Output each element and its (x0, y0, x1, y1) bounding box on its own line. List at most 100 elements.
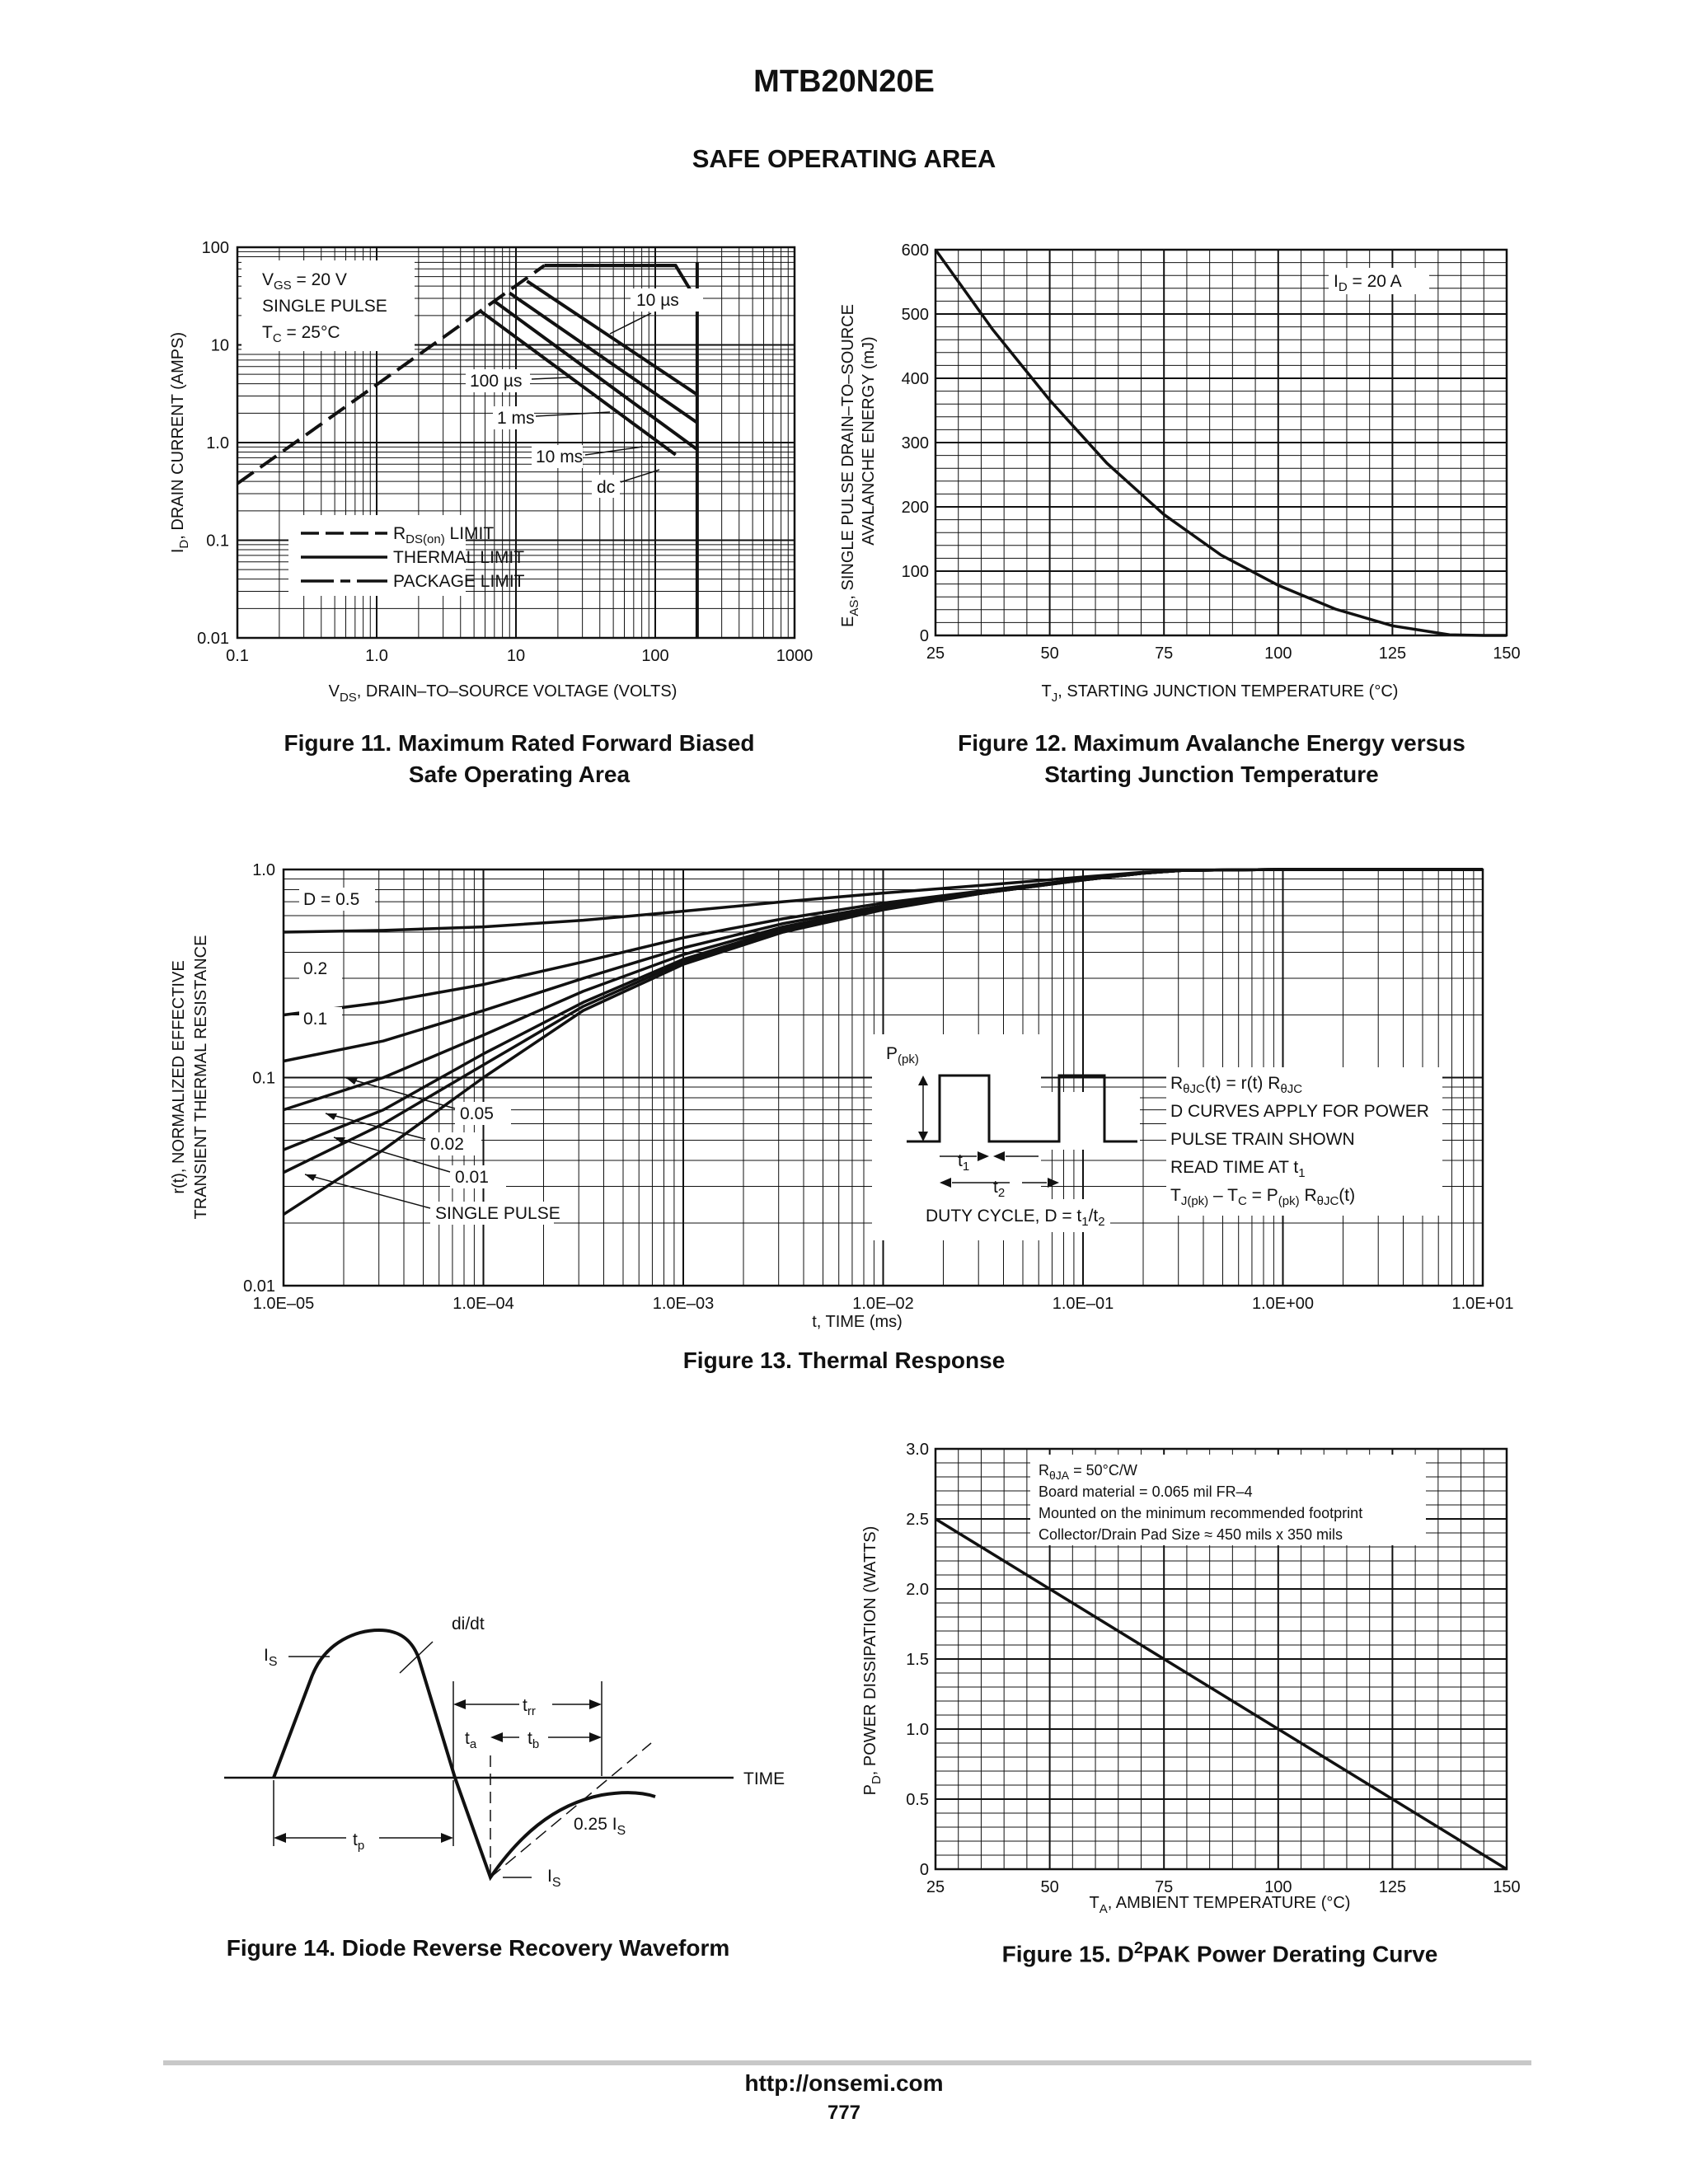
fig11-vgs: VGS = 20 V (262, 270, 347, 293)
fig11-label-10us: 10 µs (636, 291, 679, 310)
fig15-note-mounted: Mounted on the minimum recommended footp… (1039, 1505, 1362, 1521)
fig15-ytick-3: 1.5 (906, 1651, 929, 1669)
fig12-ytick-2: 200 (902, 499, 929, 517)
fig13-ylabel-line2: TRANSIENT THERMAL RESISTANCE (192, 935, 210, 1220)
fig12-ytick-0: 0 (920, 627, 929, 645)
fig13-caption: Figure 13. Thermal Response (682, 1347, 1006, 1373)
fig15-xlabel: TA, AMBIENT TEMPERATURE (°C) (1090, 1894, 1351, 1916)
fig12-annotation: ID = 20 A (1334, 272, 1402, 294)
fig11-xtick-4: 1000 (776, 647, 814, 665)
fig15-ytick-4: 2.0 (906, 1581, 929, 1599)
fig15-xtick-3: 100 (1264, 1878, 1292, 1896)
fig13-curves (283, 868, 1483, 1216)
fig11-legend-thermal: THERMAL LIMIT (393, 548, 524, 567)
fig15-note-rtheta: RθJA = 50°C/W (1039, 1462, 1137, 1482)
fig12-caption-line1: Figure 12. Maximum Avalanche Energy vers… (958, 730, 1465, 756)
fig13-xtick-3: 1.0E–02 (852, 1295, 914, 1313)
fig13-ytick-2: 1.0 (252, 861, 275, 879)
fig13-chart: 1.0E–05 1.0E–04 1.0E–03 1.0E–02 1.0E–01 1.0E+… (170, 861, 1514, 1331)
fig12-caption-line2: Starting Junction Temperature (1044, 762, 1379, 787)
fig11-ytick-0: 0.01 (197, 630, 229, 648)
fig12-xtick-1: 50 (1040, 644, 1058, 663)
fig11-thermal-curve-2 (509, 291, 699, 424)
fig11-label-100us: 100 µs (470, 372, 522, 391)
fig13-xtick-4: 1.0E–01 (1053, 1295, 1114, 1313)
fig13-inset-r1: RθJC(t) = r(t) RθJC (1170, 1074, 1302, 1096)
fig14-is-peak: IS (264, 1646, 278, 1669)
fig11-ytick-1: 0.1 (206, 532, 229, 551)
fig11-xtick-3: 100 (641, 647, 668, 665)
fig14-is-reverse: IS (547, 1867, 561, 1890)
fig11-thermal-curve-1 (526, 279, 698, 396)
fig12-xlabel: TJ, STARTING JUNCTION TEMPERATURE (°C) (1042, 682, 1399, 705)
fig15-caption-post: PAK Power Derating Curve (1143, 1941, 1438, 1967)
fig15-ytick-1: 0.5 (906, 1791, 929, 1809)
fig13-label-d001: 0.01 (455, 1168, 489, 1187)
fig13-curve-6 (283, 868, 1483, 1216)
fig14-caption: Figure 14. Diode Reverse Recovery Wavefo… (226, 1935, 730, 1961)
fig13-xtick-6: 1.0E+01 (1451, 1295, 1513, 1313)
fig11-xtick-1: 1.0 (365, 647, 388, 665)
fig13-xlabel: t, TIME (ms) (812, 1313, 903, 1331)
fig15-ytick-6: 3.0 (906, 1441, 929, 1459)
fig15-caption: Figure 15. D2PAK Power Derating Curve (890, 1933, 1550, 1970)
fig12-ytick-5: 500 (902, 306, 929, 324)
fig13-inset-r3: PULSE TRAIN SHOWN (1170, 1130, 1355, 1149)
fig13-xtick-2: 1.0E–03 (653, 1295, 715, 1313)
fig11-legend-package: PACKAGE LIMIT (393, 572, 525, 591)
fig13-ylabel-line1: r(t), NORMALIZED EFFECTIVE (170, 960, 188, 1193)
fig13-label-d002: 0.02 (430, 1135, 464, 1154)
fig13-inset-notes (1166, 1067, 1442, 1216)
fig15-ylabel: PD, POWER DISSIPATION (WATTS) (861, 1526, 884, 1796)
fig11-caption: Figure 11. Maximum Rated Forward Biased … (190, 728, 849, 790)
fig13-label-d01: 0.1 (303, 1010, 327, 1029)
fig13-tick-labels: 1.0E–05 1.0E–04 1.0E–03 1.0E–02 1.0E–01 1.0E+… (243, 861, 1513, 1313)
part-number: MTB20N20E (753, 64, 935, 99)
fig15-derating-line (935, 1517, 1507, 1871)
fig11-caption-line1: Figure 11. Maximum Rated Forward Biased (284, 730, 755, 756)
fig12-ytick-3: 300 (902, 434, 929, 452)
fig15-ytick-5: 2.5 (906, 1511, 929, 1529)
fig13-inset-t2: t2 (993, 1178, 1005, 1200)
fig13-xtick-5: 1.0E+00 (1252, 1295, 1314, 1313)
fig11-thermal-curve-3 (493, 299, 699, 451)
fig11-ytick-4: 100 (202, 239, 229, 257)
fig15-chart: 25 50 75 100 125 150 0 0.5 1.0 1.5 2.0 2.5 3.0 RθJA … (861, 1441, 1521, 1916)
fig11-ylabel: ID, DRAIN CURRENT (AMPS) (169, 332, 191, 553)
fig11-rdson-limit (236, 264, 546, 485)
fig12-ytick-1: 100 (902, 563, 929, 581)
fig15-note-pad: Collector/Drain Pad Size ≈ 450 mils x 35… (1039, 1526, 1343, 1543)
fig15-note-board: Board material = 0.065 mil FR–4 (1039, 1483, 1253, 1500)
fig14-tp: tp (353, 1830, 364, 1853)
footer-url[interactable]: http://onsemi.com (744, 2070, 944, 2096)
fig12-xtick-5: 150 (1493, 644, 1520, 663)
fig15-frame (934, 1447, 1508, 1871)
fig13-inset-r5: TJ(pk) – TC = P(pk) RθJC(t) (1170, 1186, 1355, 1208)
fig15-xtick-4: 125 (1379, 1878, 1406, 1896)
fig13-xtick-0: 1.0E–05 (253, 1295, 315, 1313)
fig14-quarter-is: 0.25 IS (574, 1815, 626, 1838)
fig12-tick-labels: 25 50 75 100 125 150 0 100 200 300 400 500 600 (902, 241, 1521, 663)
fig11-pulse: SINGLE PULSE (262, 297, 387, 316)
fig14-tb: tb (528, 1729, 539, 1751)
fig13-label-d02: 0.2 (303, 959, 327, 978)
fig11-conditions-box (241, 260, 415, 351)
fig12-grid (935, 249, 1507, 636)
fig15-notes-box (1030, 1455, 1426, 1545)
fig11-thermal-curve-4 (480, 310, 677, 457)
fig12-ytick-4: 400 (902, 370, 929, 388)
section-title: SAFE OPERATING AREA (692, 144, 996, 173)
fig11-xlabel: VDS, DRAIN–TO–SOURCE VOLTAGE (VOLTS) (329, 682, 678, 705)
fig13-label-d05: D = 0.5 (303, 890, 359, 909)
fig15-tick-labels: 25 50 75 100 125 150 0 0.5 1.0 1.5 2.0 2.5 3.0 (906, 1441, 1521, 1896)
fig13-xtick-1: 1.0E–04 (452, 1295, 514, 1313)
fig13-label-d005: 0.05 (460, 1104, 494, 1123)
fig13-inset-r2: D CURVES APPLY FOR POWER (1170, 1102, 1429, 1121)
fig12-xtick-4: 125 (1379, 644, 1406, 663)
fig15-xtick-2: 75 (1155, 1878, 1173, 1896)
fig14-didt: di/dt (452, 1615, 485, 1633)
fig12-chart: 25 50 75 100 125 150 0 100 200 300 400 500 600 ID = … (839, 241, 1521, 705)
fig11-legend-rdson: RDS(on) LIMIT (393, 524, 494, 546)
